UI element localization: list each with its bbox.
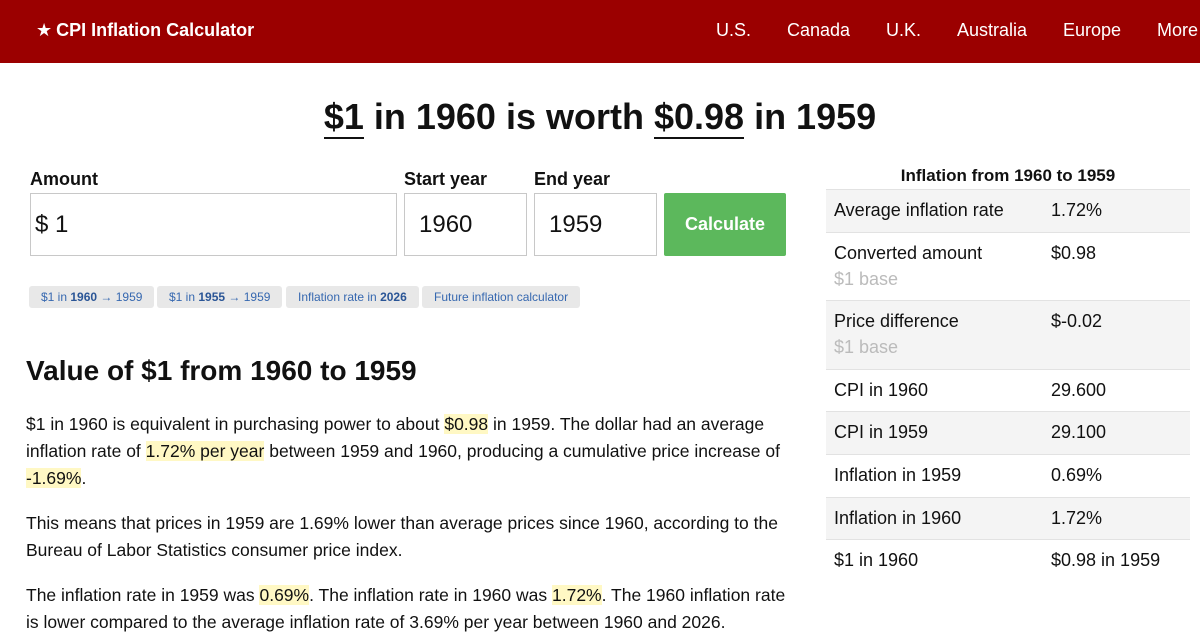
chip-text: → 1959 <box>97 290 143 304</box>
sidebar-title: Inflation from 1960 to 1959 <box>900 166 1116 185</box>
amount-label: Amount <box>30 169 98 189</box>
text: $1 in 1960 is equivalent in purchasing p… <box>26 414 445 434</box>
paragraph-3: The inflation rate in 1959 was 0.69%. Th… <box>26 582 796 636</box>
table-row: CPI in 1960 29.600 <box>826 369 1190 411</box>
text: . <box>81 468 87 488</box>
nav-link-more[interactable]: More <box>1157 20 1199 40</box>
site-title: CPI Inflation Calculator <box>56 20 255 40</box>
row-label: Converted amount <box>834 243 983 263</box>
row-label: CPI in 1960 <box>834 380 929 400</box>
chip-bold: 1955 <box>198 290 226 304</box>
end-year-label: End year <box>534 169 611 189</box>
headline-text-2: in 1959 <box>744 96 877 137</box>
chip-link-1955-1959[interactable]: $1 in 1955 → 1959 <box>157 286 283 308</box>
chip-text: Future inflation calculator <box>434 290 569 304</box>
row-value: $-0.02 <box>1051 311 1103 331</box>
highlight: 0.69% <box>259 585 310 605</box>
table-row: Inflation in 1960 1.72% <box>826 497 1190 539</box>
row-sublabel: $1 base <box>834 269 899 289</box>
row-label: CPI in 1959 <box>834 422 929 442</box>
currency-symbol: $ <box>35 211 49 238</box>
row-value: $0.98 <box>1051 243 1097 263</box>
nav-link-uk[interactable]: U.K. <box>886 20 922 40</box>
chip-bold: 1960 <box>70 290 98 304</box>
nav-link-australia[interactable]: Australia <box>957 20 1028 40</box>
text: in 1959. The dollar had an average infla… <box>26 414 765 461</box>
row-value: 0.69% <box>1051 465 1103 485</box>
row-label: Price difference <box>834 311 959 331</box>
section-heading: Value of $1 from 1960 to 1959 <box>26 355 417 386</box>
text: . The 1960 inflation rate is lower compa… <box>26 585 786 632</box>
highlight: 1.72% per year <box>145 441 265 461</box>
chip-text: Inflation rate in <box>298 290 381 304</box>
chip-text: → 1959 <box>225 290 271 304</box>
row-value: 29.600 <box>1051 380 1107 400</box>
text: . The inflation rate in 1960 was <box>309 585 552 605</box>
row-value: $0.98 in 1959 <box>1051 550 1161 570</box>
chip-link-inflation-rate[interactable]: Inflation rate in 2026 <box>286 286 419 308</box>
start-year-input[interactable]: 1960 <box>404 193 527 256</box>
nav-link-europe[interactable]: Europe <box>1063 20 1122 40</box>
table-row: Inflation in 1959 0.69% <box>826 454 1190 497</box>
chip-link-future-calculator[interactable]: Future inflation calculator <box>422 286 581 308</box>
text: The inflation rate in 1959 was <box>26 585 260 605</box>
start-year-label: Start year <box>404 169 488 189</box>
table-row: CPI in 1959 29.100 <box>826 411 1190 454</box>
chip-text: $1 in <box>169 290 199 304</box>
headline-converted: $0.98 <box>653 96 745 139</box>
star-icon: ★ <box>36 20 53 40</box>
table-row: Converted amount $0.98 $1 base <box>826 232 1190 300</box>
row-sublabel: $1 base <box>834 337 899 357</box>
row-label: $1 in 1960 <box>834 550 919 570</box>
paragraph-1: $1 in 1960 is equivalent in purchasing p… <box>26 411 796 492</box>
top-navigation-bar: ★ CPI Inflation Calculator U.S. Canada U.… <box>0 0 1200 63</box>
row-label: Average inflation rate <box>834 200 1004 220</box>
page-title: $1 in 1960 is worth $0.98 in 1959 <box>0 96 1200 139</box>
highlight: $0.98 <box>444 414 489 434</box>
text: between 1959 and 1960, producing a cumul… <box>264 441 780 461</box>
row-value: 1.72% <box>1051 508 1103 528</box>
table-row: Price difference $-0.02 $1 base <box>826 300 1190 369</box>
amount-input[interactable]: $ 1 <box>30 193 397 256</box>
headline-text-1: in 1960 is worth <box>363 96 654 137</box>
chip-text: $1 in <box>41 290 71 304</box>
paragraph-2: This means that prices in 1959 are 1.69%… <box>26 513 778 560</box>
row-value: 1.72% <box>1051 200 1103 220</box>
amount-value: 1 <box>55 211 69 238</box>
row-label: Inflation in 1960 <box>834 508 962 528</box>
highlight: 1.72% <box>552 585 602 605</box>
chip-bold: 2026 <box>380 290 407 304</box>
site-logo-link[interactable]: ★ CPI Inflation Calculator <box>36 20 254 41</box>
headline-amount: $1 <box>323 96 364 139</box>
calculate-button[interactable]: Calculate <box>664 193 786 256</box>
nav-link-us[interactable]: U.S. <box>716 20 752 40</box>
row-value: 29.100 <box>1051 422 1107 442</box>
row-label: Inflation in 1959 <box>834 465 962 485</box>
end-year-input[interactable]: 1959 <box>534 193 657 256</box>
table-row: $1 in 1960 $0.98 in 1959 <box>826 539 1190 582</box>
chip-link-1960-1959[interactable]: $1 in 1960 → 1959 <box>29 286 155 308</box>
table-row: Average inflation rate 1.72% <box>826 189 1190 232</box>
highlight: -1.69% <box>26 468 82 488</box>
nav-link-canada[interactable]: Canada <box>787 20 851 40</box>
